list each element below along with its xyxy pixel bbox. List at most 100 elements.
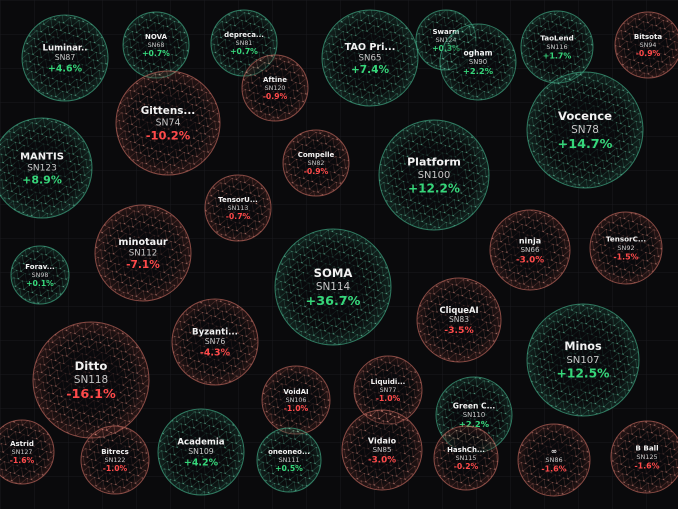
bubble-core <box>627 437 667 477</box>
subnet-bubble[interactable]: ∞SN86-1.6% <box>517 423 591 497</box>
bubble-core <box>116 226 170 280</box>
bubble-outline <box>433 425 499 491</box>
subnet-name: Bitsota <box>634 33 662 41</box>
bubble-core <box>271 442 307 478</box>
price-change: -1.0% <box>284 404 309 413</box>
subnet-bubble[interactable]: HashCh...SN115-0.2% <box>433 425 499 491</box>
subnet-bubble[interactable]: TensorC...SN92-1.5% <box>589 211 663 285</box>
bubble-core <box>4 434 40 470</box>
price-change: +0.7% <box>142 49 170 58</box>
subnet-name: NOVA <box>145 33 168 41</box>
price-change: +12.2% <box>408 181 460 195</box>
subnet-id: SN116 <box>546 43 567 51</box>
subnet-name: Bitrecs <box>101 448 129 456</box>
subnet-name: Vidaio <box>368 436 397 445</box>
bubble-outline <box>10 245 70 305</box>
subnet-id: SN76 <box>205 337 226 346</box>
price-change: -0.9% <box>636 49 661 58</box>
subnet-name: Gittens... <box>141 105 196 117</box>
subnet-id: SN86 <box>545 456 562 464</box>
subnet-name: HashCh... <box>447 446 485 454</box>
subnet-bubble[interactable]: oneoneo...SN111+0.5% <box>256 427 322 493</box>
subnet-name: SOMA <box>314 266 353 280</box>
subnet-id: SN113 <box>228 205 249 212</box>
subnet-id: SN82 <box>308 160 325 167</box>
bubble-outline <box>0 117 93 219</box>
price-change: -16.1% <box>66 387 116 402</box>
bubble-core <box>453 394 495 436</box>
bubble-outline <box>526 71 644 189</box>
price-change: -1.0% <box>103 464 128 473</box>
subnet-bubble[interactable]: TensorU...SN113-0.7% <box>204 174 272 242</box>
subnet-name: MANTIS <box>20 152 64 163</box>
subnet-name: TAO Pri... <box>345 42 396 53</box>
bubble-core <box>606 228 646 268</box>
bubble-outline <box>115 70 221 176</box>
subnet-name: ninja <box>519 236 541 245</box>
subnet-name: minotaur <box>118 237 168 248</box>
subnet-id: SN65 <box>359 54 382 64</box>
bubble-core <box>508 228 552 272</box>
bubble-outline <box>274 228 392 346</box>
bubble-core <box>435 296 483 344</box>
bubbles: Luminar..SN87+4.6%NOVASN68+0.7%depreca..… <box>0 9 678 497</box>
subnet-name: depreca... <box>224 31 264 39</box>
subnet-id: SN100 <box>418 170 451 181</box>
bubble-outline <box>80 425 150 495</box>
bubble-outline <box>256 427 322 493</box>
bubble-core <box>177 428 225 476</box>
subnet-bubble[interactable]: Luminar..SN87+4.6% <box>21 14 109 102</box>
bubble-core <box>457 41 499 83</box>
subnet-id: SN66 <box>520 245 540 254</box>
subnet-bubble[interactable]: Forav...SN98+0.1% <box>10 245 70 305</box>
subnet-bubble[interactable]: Byzanti...SN76-4.3% <box>171 298 259 386</box>
bubble-core <box>256 69 294 107</box>
bubble-outline <box>517 423 591 497</box>
subnet-id: SN112 <box>129 249 157 259</box>
subnet-bubble[interactable]: Platform SN100+12.2% <box>378 119 490 231</box>
bubble-outline <box>526 303 640 417</box>
subnet-name: VoidAI <box>283 388 308 396</box>
bubble-outline <box>21 14 109 102</box>
subnet-name: TensorU... <box>218 196 258 204</box>
subnet-bubble[interactable]: Minos SN107+12.5% <box>526 303 640 417</box>
subnet-id: SN87 <box>55 53 76 62</box>
subnet-id: SN81 <box>236 40 253 47</box>
subnet-name: CliqueAI <box>439 305 478 315</box>
price-change: -1.5% <box>613 253 638 262</box>
bubble-outline <box>341 409 423 491</box>
bubble-outline <box>282 129 350 197</box>
bubble-core <box>369 371 407 409</box>
bubble-core <box>537 27 577 67</box>
subnet-bubble[interactable]: Liquidi...SN77-1.0% <box>353 355 423 425</box>
price-change: -1.6% <box>10 456 35 465</box>
subnet-bubble[interactable]: depreca...SN81+0.7% <box>210 9 278 77</box>
subnet-name: Vocence <box>558 109 612 123</box>
subnet-bubble[interactable]: Gittens...SN74-10.2% <box>115 70 221 176</box>
subnet-name: TensorC... <box>606 235 646 244</box>
subnet-bubble[interactable]: TAO Pri...SN65+7.4% <box>321 9 419 107</box>
bubble-core <box>297 144 335 182</box>
subnet-id: SN68 <box>148 42 165 49</box>
price-change: -0.9% <box>304 167 329 176</box>
price-change: -0.7% <box>226 212 251 221</box>
